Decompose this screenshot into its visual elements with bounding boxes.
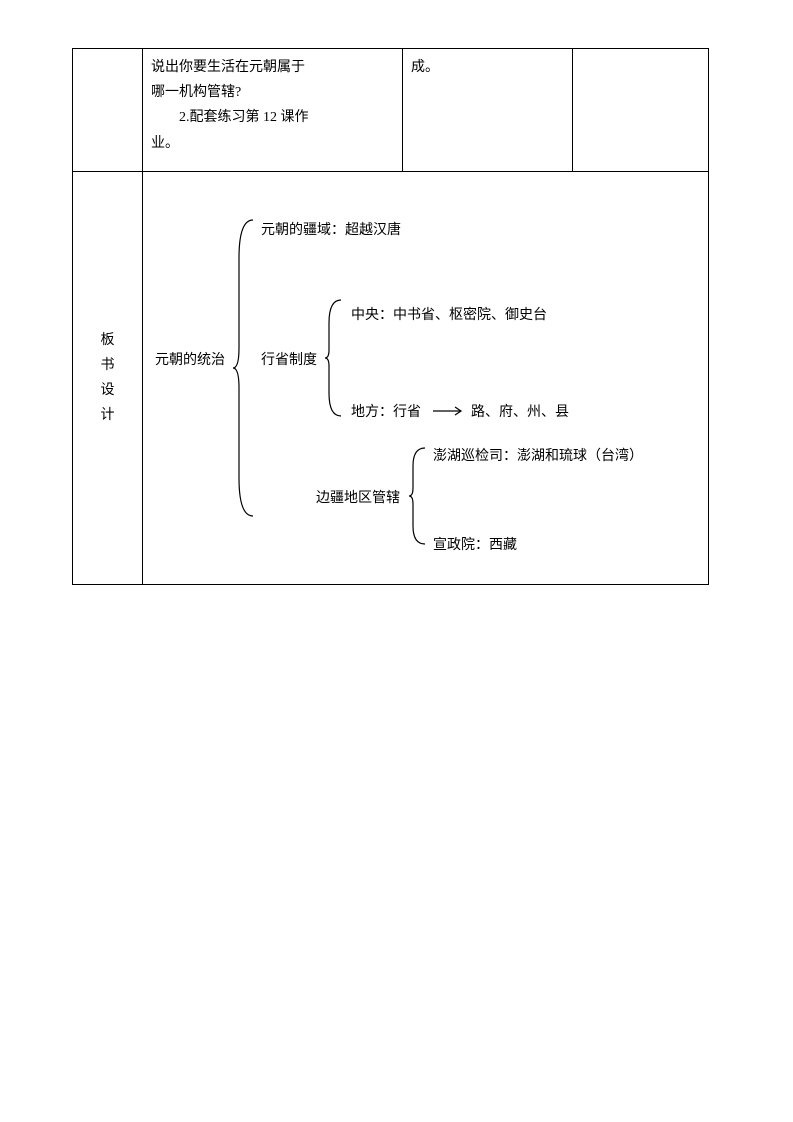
arrow-icon <box>433 406 467 416</box>
branch-territory: 元朝的疆域：超越汉唐 <box>261 218 401 243</box>
row1-col3-text: 成。 <box>403 49 573 172</box>
assignment-row: 说出你要生活在元朝属于 哪一机构管辖? 2.配套练习第 12 课作 业。 成。 <box>73 49 709 172</box>
label-char-1: 板 <box>81 328 134 353</box>
branch-frontier: 边疆地区管辖 <box>316 486 400 511</box>
r1c3-line1: 成。 <box>411 55 564 80</box>
label-char-4: 计 <box>81 403 134 428</box>
main-brace <box>231 218 261 518</box>
row1-col4-empty <box>573 49 709 172</box>
branch-central: 中央：中书省、枢密院、御史台 <box>351 303 547 328</box>
branch-province-system: 行省制度 <box>261 348 317 373</box>
board-design-diagram-cell: 元朝的统治 元朝的疆域：超越汉唐 行省制度 中央：中书省、枢密院、御史台 <box>143 172 709 585</box>
concept-diagram: 元朝的统治 元朝的疆域：超越汉唐 行省制度 中央：中书省、枢密院、御史台 <box>151 178 700 578</box>
branch-local-prefix: 地方：行省 <box>351 400 421 425</box>
row1-col1-empty <box>73 49 143 172</box>
r1c2-line4: 业。 <box>151 131 394 156</box>
label-char-3: 设 <box>81 378 134 403</box>
document-page: 说出你要生活在元朝属于 哪一机构管辖? 2.配套练习第 12 课作 业。 成。 … <box>0 0 793 1122</box>
root-label: 元朝的统治 <box>155 348 225 373</box>
lesson-table: 说出你要生活在元朝属于 哪一机构管辖? 2.配套练习第 12 课作 业。 成。 … <box>72 48 709 585</box>
label-char-2: 书 <box>81 353 134 378</box>
r1c2-line2: 哪一机构管辖? <box>151 80 394 105</box>
branch-penghu: 澎湖巡检司：澎湖和琉球（台湾） <box>433 444 643 469</box>
province-brace <box>323 298 347 418</box>
r1c2-line3: 2.配套练习第 12 课作 <box>151 105 394 130</box>
frontier-brace <box>407 446 431 546</box>
branch-xuanzheng: 宣政院：西藏 <box>433 533 517 558</box>
branch-local-suffix: 路、府、州、县 <box>471 400 569 425</box>
board-design-row: 板 书 设 计 元朝的统治 元朝的疆域：超越汉唐 行省制度 <box>73 172 709 585</box>
board-design-label: 板 书 设 计 <box>73 172 143 585</box>
r1c2-line1: 说出你要生活在元朝属于 <box>151 55 394 80</box>
row1-col2-text: 说出你要生活在元朝属于 哪一机构管辖? 2.配套练习第 12 课作 业。 <box>143 49 403 172</box>
